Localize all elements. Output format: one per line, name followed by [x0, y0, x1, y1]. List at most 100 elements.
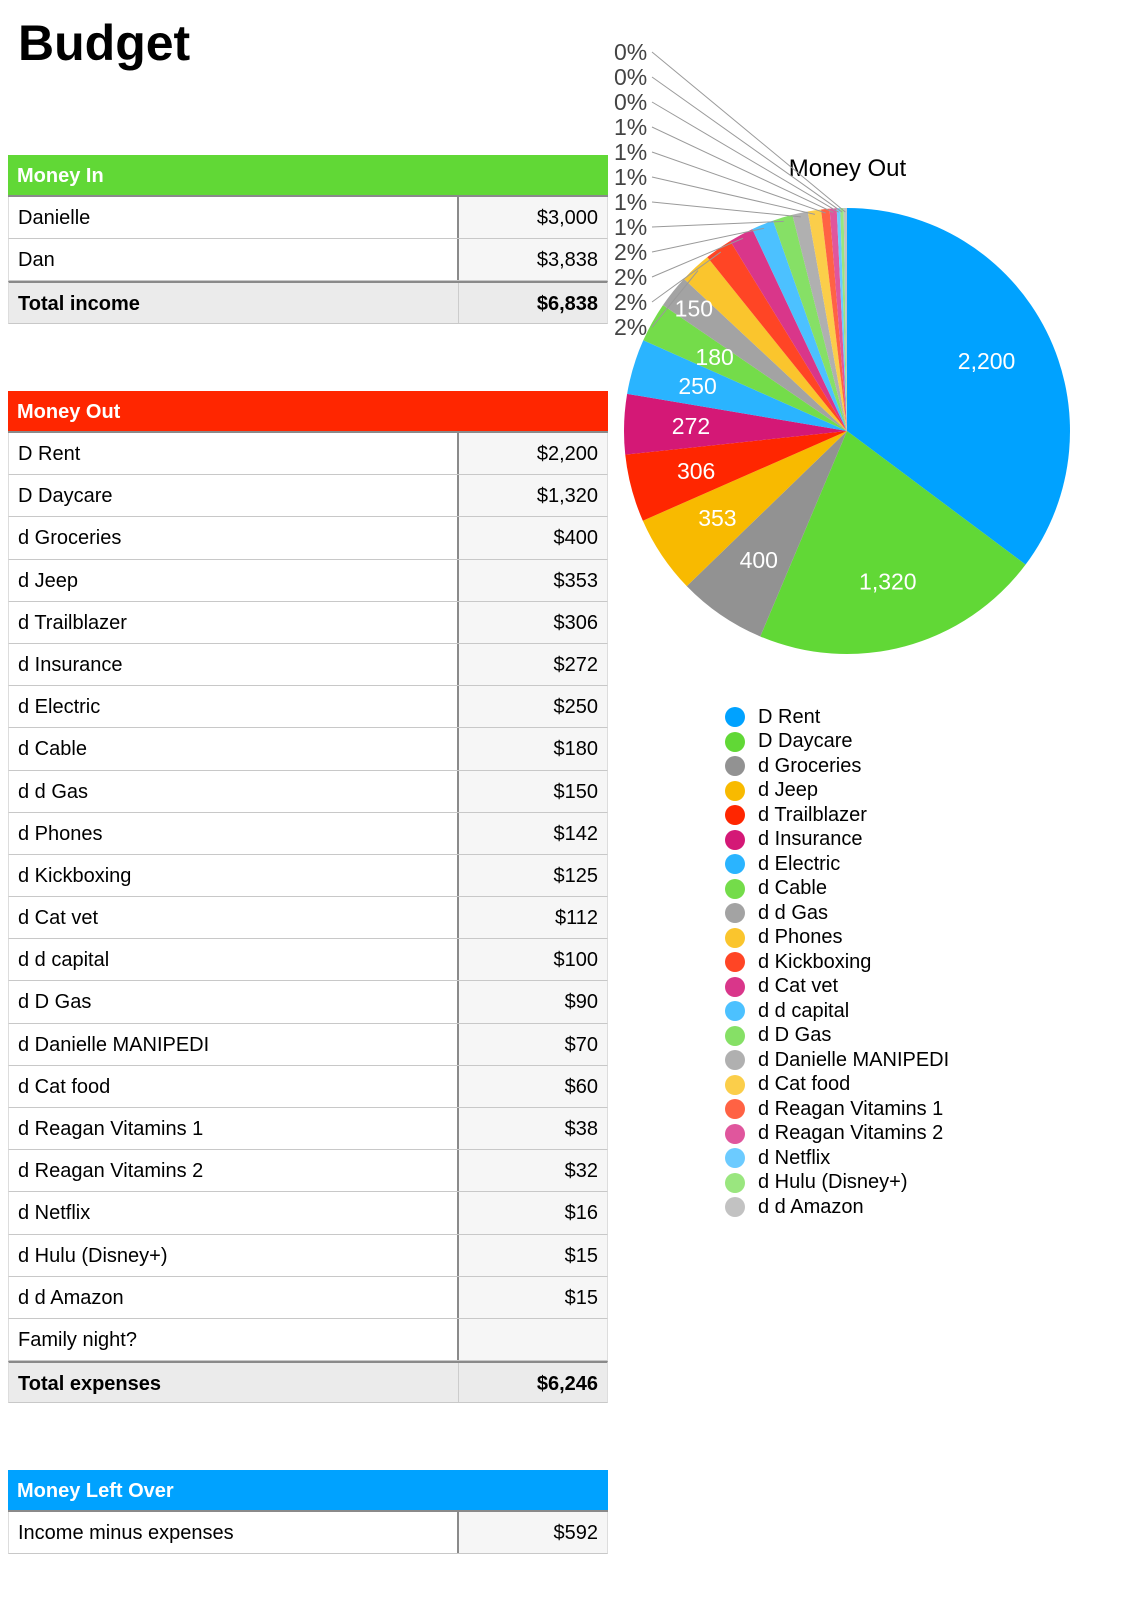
- row-label[interactable]: d d Amazon: [9, 1276, 459, 1318]
- row-value[interactable]: $1,320: [459, 475, 607, 517]
- pie-slice: [662, 278, 847, 431]
- row-label[interactable]: d Phones: [9, 812, 459, 854]
- legend-item: d Jeep: [725, 779, 949, 804]
- row-label[interactable]: d Cat vet: [9, 897, 459, 939]
- row-value[interactable]: $142: [459, 812, 607, 854]
- row-value[interactable]: $353: [459, 559, 607, 601]
- row-value[interactable]: $15: [459, 1276, 607, 1318]
- legend-item: d Hulu (Disney+): [725, 1171, 949, 1196]
- row-label[interactable]: d Jeep: [9, 559, 459, 601]
- legend-swatch-icon: [725, 1074, 745, 1095]
- row-label[interactable]: d Hulu (Disney+): [9, 1234, 459, 1276]
- row-value[interactable]: $180: [459, 728, 607, 770]
- page-title: Budget: [18, 15, 191, 71]
- legend-swatch-icon: [725, 1099, 745, 1120]
- pie-data-label: 1%: [614, 214, 647, 240]
- row-value[interactable]: $400: [459, 517, 607, 559]
- pie-data-label: 1%: [614, 139, 647, 165]
- row-value[interactable]: $16: [459, 1192, 607, 1234]
- table-row: d d capital $100: [8, 939, 608, 982]
- row-value[interactable]: $272: [459, 643, 607, 686]
- leader-line: [651, 176, 816, 215]
- table-row: d Groceries $400: [8, 517, 608, 560]
- leader-line: [651, 51, 846, 213]
- leader-line: [651, 151, 826, 214]
- row-label[interactable]: D Daycare: [9, 475, 459, 517]
- row-value[interactable]: $60: [459, 1065, 607, 1107]
- row-label[interactable]: d Trailblazer: [9, 601, 459, 643]
- pie-data-label: 150: [675, 295, 713, 321]
- total-label[interactable]: Total income: [9, 283, 459, 323]
- legend-label: d Reagan Vitamins 2: [758, 1122, 944, 1145]
- row-label[interactable]: d Cat food: [9, 1065, 459, 1107]
- legend-item: d Reagan Vitamins 2: [725, 1122, 949, 1147]
- row-value[interactable]: $15: [459, 1234, 607, 1276]
- row-value[interactable]: $90: [459, 981, 607, 1023]
- row-value[interactable]: [459, 1318, 607, 1361]
- row-value[interactable]: $150: [459, 770, 607, 812]
- pie-slice: [773, 214, 847, 431]
- pie-slice: [752, 220, 847, 431]
- legend-label: d Trailblazer: [758, 803, 867, 826]
- legend-item: d D Gas: [725, 1024, 949, 1049]
- pie-data-label: 2%: [614, 289, 647, 315]
- pie-slice: [821, 208, 847, 431]
- row-label[interactable]: Danielle: [9, 197, 459, 239]
- table-row: d Cat vet $112: [8, 897, 608, 940]
- row-label[interactable]: d Cable: [9, 728, 459, 770]
- pie-data-label: 0%: [614, 40, 647, 65]
- row-value[interactable]: $70: [459, 1023, 607, 1065]
- row-value[interactable]: $592: [459, 1512, 607, 1554]
- table-row: D Daycare $1,320: [8, 475, 608, 518]
- row-value[interactable]: $100: [459, 939, 607, 981]
- row-value[interactable]: $3,838: [459, 239, 607, 281]
- row-label[interactable]: d Kickboxing: [9, 854, 459, 897]
- row-label[interactable]: d d Gas: [9, 770, 459, 812]
- row-label[interactable]: Income minus expenses: [9, 1512, 459, 1554]
- pie-data-label: 0%: [614, 64, 647, 90]
- row-label[interactable]: d Insurance: [9, 643, 459, 686]
- row-value[interactable]: $2,200: [459, 433, 607, 475]
- row-label[interactable]: D Rent: [9, 433, 459, 475]
- table-row: d Reagan Vitamins 1 $38: [8, 1108, 608, 1151]
- legend-label: d Kickboxing: [758, 950, 872, 973]
- row-value[interactable]: $112: [459, 897, 607, 939]
- table-row: d Trailblazer $306: [8, 601, 608, 644]
- row-value[interactable]: $306: [459, 601, 607, 643]
- row-value[interactable]: $38: [459, 1108, 607, 1150]
- chart-title: Money Out: [788, 155, 907, 182]
- leader-line: [651, 101, 839, 213]
- pie-slice: [840, 208, 847, 431]
- pie-slice: [642, 431, 847, 587]
- row-label[interactable]: d Netflix: [9, 1192, 459, 1234]
- total-label[interactable]: Total expenses: [9, 1363, 459, 1403]
- legend-swatch-icon: [725, 1197, 745, 1218]
- row-value[interactable]: $32: [459, 1150, 607, 1192]
- row-value[interactable]: $250: [459, 686, 607, 728]
- row-label[interactable]: Dan: [9, 239, 459, 281]
- table-row: d Cat food $60: [8, 1065, 608, 1108]
- table-row: Family night?: [8, 1318, 608, 1362]
- legend-label: d Phones: [758, 926, 843, 949]
- legend-swatch-icon: [725, 780, 745, 801]
- row-label[interactable]: d Danielle MANIPEDI: [9, 1023, 459, 1065]
- row-label[interactable]: d d capital: [9, 939, 459, 981]
- pie-slice: [792, 211, 847, 431]
- leader-line: [651, 237, 744, 278]
- row-label[interactable]: d D Gas: [9, 981, 459, 1023]
- row-label[interactable]: d Reagan Vitamins 1: [9, 1108, 459, 1150]
- total-value[interactable]: $6,838: [459, 283, 607, 323]
- row-label[interactable]: d Groceries: [9, 517, 459, 559]
- legend-swatch-icon: [725, 976, 745, 997]
- row-label[interactable]: d Reagan Vitamins 2: [9, 1150, 459, 1192]
- pie-data-label: 1,320: [859, 569, 917, 595]
- table-row: d D Gas $90: [8, 981, 608, 1024]
- row-label[interactable]: Family night?: [9, 1318, 459, 1361]
- row-value[interactable]: $3,000: [459, 197, 607, 239]
- legend-label: d Cat food: [758, 1073, 851, 1096]
- pie-data-label: 1%: [614, 114, 647, 140]
- total-value[interactable]: $6,246: [459, 1363, 607, 1403]
- row-label[interactable]: d Electric: [9, 686, 459, 728]
- legend-item: d d capital: [725, 999, 949, 1024]
- row-value[interactable]: $125: [459, 854, 607, 897]
